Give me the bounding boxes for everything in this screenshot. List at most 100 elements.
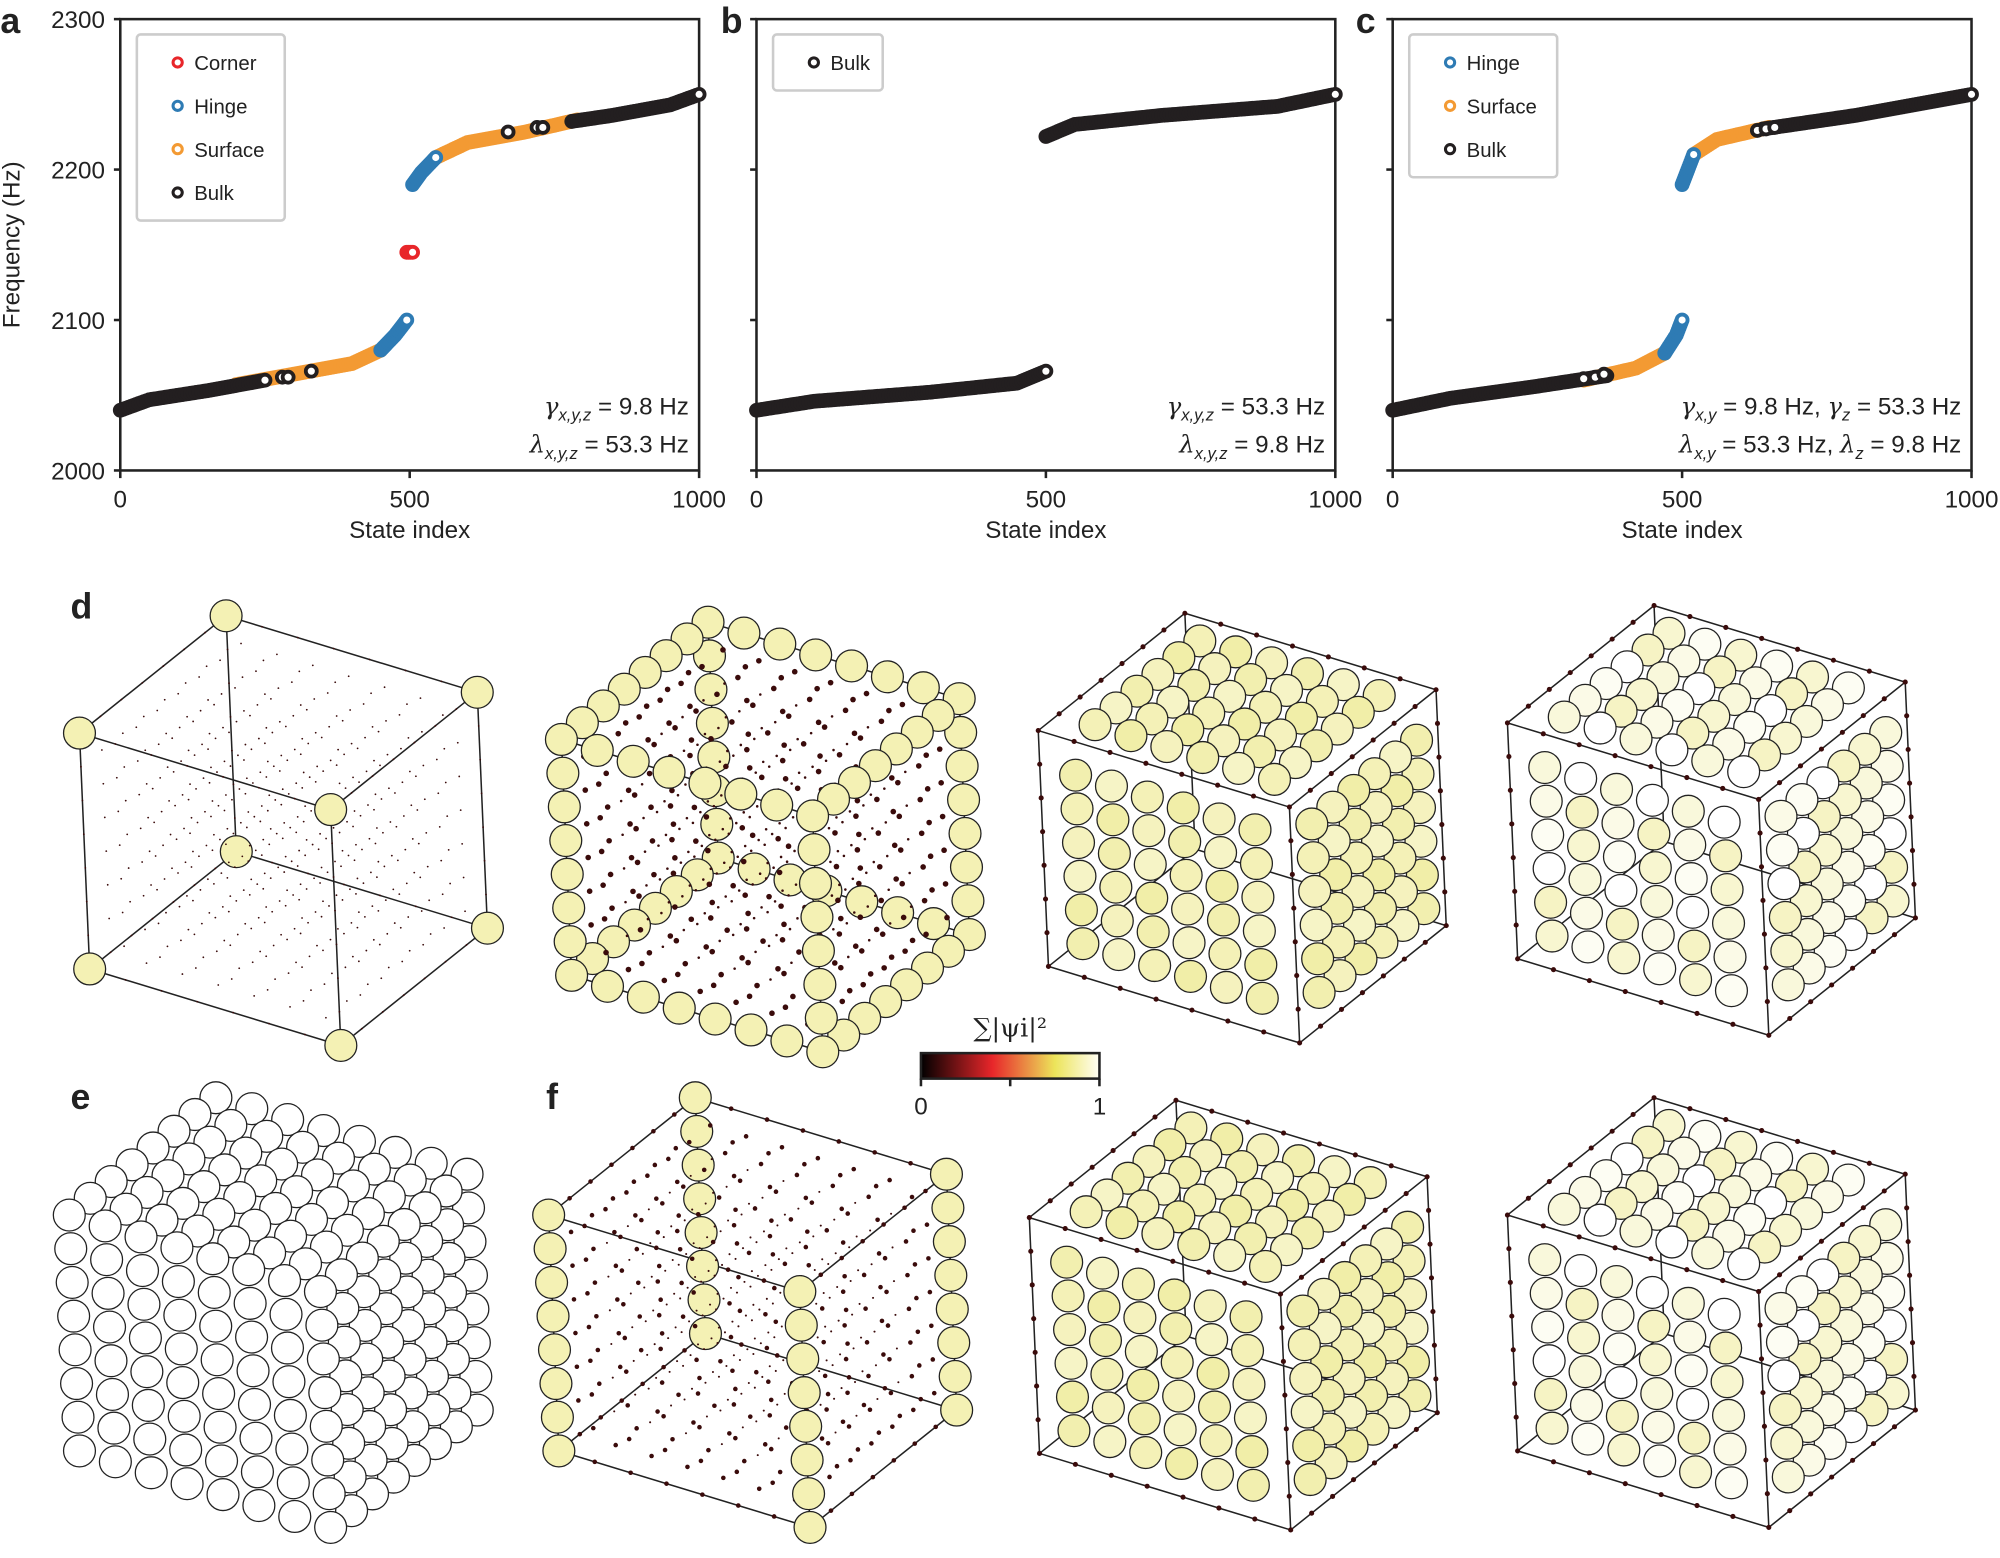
lattice-dot xyxy=(805,1229,810,1234)
lattice-dot xyxy=(669,836,675,843)
lattice-dot xyxy=(747,1381,750,1384)
lattice-dot xyxy=(882,1385,888,1391)
lattice-dot xyxy=(277,687,280,690)
lattice-dot xyxy=(644,1320,647,1323)
cube-edge xyxy=(330,691,478,811)
lattice-dot xyxy=(311,843,314,846)
lattice-site xyxy=(1069,1195,1103,1229)
lattice-dot xyxy=(156,709,159,712)
parameter-annotation: λx,y,z = 9.8 Hz xyxy=(1178,431,1325,463)
lattice-dot xyxy=(709,899,716,906)
lattice-dot xyxy=(1281,1130,1287,1136)
lattice-dot xyxy=(588,1179,593,1184)
lattice-dot xyxy=(594,1314,599,1319)
lattice-dot xyxy=(685,1252,688,1256)
lattice-dot xyxy=(824,1407,829,1412)
lattice-dot xyxy=(688,916,695,923)
lattice-dot xyxy=(628,1470,633,1476)
lattice-dot xyxy=(582,787,589,793)
x-tick-label: 0 xyxy=(1386,486,1399,513)
series-bulk xyxy=(749,86,1343,418)
lattice-cube-d-3 xyxy=(1035,610,1449,1046)
lattice-site xyxy=(1673,828,1707,862)
lattice-dot xyxy=(703,911,707,915)
lattice-dot xyxy=(850,843,853,847)
lattice-dot xyxy=(428,899,431,902)
lattice-site xyxy=(1177,1227,1211,1262)
lattice-site xyxy=(1186,740,1220,775)
lattice-site xyxy=(1605,907,1639,941)
cube-edge xyxy=(1768,917,1916,1036)
lattice-site xyxy=(1674,862,1708,896)
lattice-dot xyxy=(857,735,864,741)
lattice-dot xyxy=(237,754,239,757)
lattice-dot xyxy=(1340,1241,1346,1247)
lattice-dot xyxy=(857,914,864,921)
lattice-dot xyxy=(1509,821,1515,827)
lattice-dot xyxy=(746,1169,749,1172)
lattice-site xyxy=(1768,1392,1802,1427)
lattice-site xyxy=(312,1477,346,1511)
lattice-site xyxy=(1547,700,1581,734)
lattice-dot xyxy=(715,1259,718,1262)
lattice-site xyxy=(1691,1236,1725,1270)
lattice-site xyxy=(1583,711,1617,745)
lattice-dot xyxy=(785,843,792,850)
lattice-site xyxy=(1197,1390,1232,1424)
lattice-dot xyxy=(1760,897,1766,904)
lattice-dot xyxy=(1648,764,1654,770)
lattice-site xyxy=(1060,792,1094,826)
lattice-dot xyxy=(1588,1145,1594,1151)
data-point-bulk xyxy=(303,363,319,379)
lattice-site xyxy=(948,816,982,851)
lattice-dot xyxy=(1206,1269,1212,1275)
lattice-dot xyxy=(247,811,250,813)
lattice-site xyxy=(240,1455,275,1489)
lattice-dot xyxy=(410,804,413,807)
lattice-dot xyxy=(1440,855,1446,861)
lattice-dot xyxy=(677,1246,683,1252)
lattice-dot xyxy=(717,726,720,730)
lattice-dot xyxy=(1294,972,1300,979)
data-point-bulk xyxy=(500,124,516,140)
lattice-dot xyxy=(832,927,835,931)
lattice-dot xyxy=(659,1331,665,1336)
lattice-cube-f-2 xyxy=(1026,1097,1440,1533)
lattice-dot xyxy=(597,1381,602,1386)
lattice-site xyxy=(1293,1462,1327,1497)
lattice-site xyxy=(550,857,584,891)
lattice-dot xyxy=(674,1326,677,1329)
lattice-dot xyxy=(794,1172,800,1178)
lattice-dot xyxy=(286,938,289,941)
lattice-dot xyxy=(281,837,284,840)
lattice-dot xyxy=(1361,1224,1367,1230)
lattice-dot xyxy=(1279,1325,1285,1331)
lattice-dot xyxy=(268,843,271,846)
lattice-dot xyxy=(809,1200,815,1205)
lattice-dot xyxy=(721,1475,726,1481)
lattice-dot xyxy=(1658,1492,1664,1498)
lattice-dot xyxy=(878,897,885,904)
lattice-dot xyxy=(742,663,749,670)
lattice-dot xyxy=(331,842,333,845)
lattice-dot xyxy=(1081,974,1087,980)
lattice-dot xyxy=(700,1280,703,1283)
lattice-dot xyxy=(743,1280,746,1283)
lattice-site xyxy=(652,755,686,789)
lattice-dot xyxy=(1036,1450,1043,1457)
lattice-dot xyxy=(298,849,301,852)
lattice-dot xyxy=(1035,1417,1041,1423)
lattice-site xyxy=(547,790,581,824)
lattice-dot xyxy=(760,906,763,909)
lattice-dot xyxy=(217,804,220,807)
lattice-site xyxy=(1126,1368,1160,1402)
lattice-dot xyxy=(668,1191,671,1194)
lattice-site xyxy=(1771,1460,1805,1494)
lattice-dot xyxy=(322,900,324,903)
lattice-dot xyxy=(646,1353,649,1356)
lattice-site xyxy=(1671,794,1705,828)
lattice-dot xyxy=(693,855,696,858)
lattice-dot xyxy=(671,1259,674,1262)
lattice-dot xyxy=(781,742,787,748)
lattice-dot xyxy=(855,1414,858,1417)
